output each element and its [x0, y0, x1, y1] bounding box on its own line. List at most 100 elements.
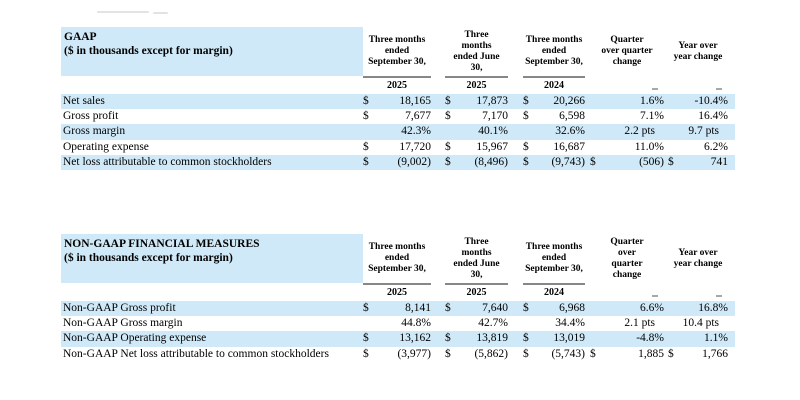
header-underline	[445, 76, 508, 78]
column-header-line: September 30,	[368, 264, 426, 274]
artifact-dash	[652, 88, 658, 90]
dollar-sign: $	[445, 332, 451, 345]
cell-value: 7,640	[482, 302, 508, 315]
cell-value: (506)	[639, 155, 664, 168]
cell-value: (3,977)	[397, 347, 431, 360]
dollar-sign: $	[445, 347, 451, 360]
table-row: Net loss attributable to common stockhol…	[61, 154, 735, 170]
table-row: Non-GAAP Gross profit $8,141 $7,640 $6,968 6…	[61, 301, 735, 317]
cell-value: 2.2 pts	[624, 125, 655, 138]
header-underline	[363, 283, 431, 285]
row-label: Non-GAAP Gross margin	[63, 317, 183, 330]
row-label: Gross profit	[63, 110, 119, 123]
cell-value: 13,162	[399, 332, 431, 345]
column-header-line: ended	[384, 46, 410, 56]
cell-value: -4.8%	[636, 332, 664, 345]
column-header-line: over	[618, 247, 636, 258]
row-label: Non-GAAP Net loss attributable to common…	[63, 347, 329, 360]
year-label: 2025	[466, 287, 487, 298]
years-row: 2025 2025 2024	[61, 79, 735, 94]
column-header-line: Quarter	[610, 236, 644, 247]
artifact-dash	[716, 88, 722, 90]
cell-value: 42.3%	[401, 125, 431, 138]
row-label: Non-GAAP Gross profit	[63, 302, 176, 315]
column-header-line: quarter	[611, 258, 643, 269]
cell-value: 13,019	[553, 332, 585, 345]
row-label: Net loss attributable to common stockhol…	[63, 155, 272, 168]
column-header: Quarter over quarter change	[590, 234, 664, 283]
cell-value: 18,165	[399, 95, 431, 108]
non-gaap-table: NON-GAAP FINANCIAL MEASURES ($ in thousan…	[61, 234, 735, 362]
dollar-sign: $	[523, 302, 529, 315]
column-header-line: 30,	[470, 269, 483, 280]
table-title-band: GAAP ($ in thousands except for margin)	[61, 27, 363, 76]
cell-value: 6.2%	[704, 140, 728, 153]
cell-value: 34.4%	[555, 317, 585, 330]
dollar-sign: $	[445, 110, 451, 123]
column-header-line: ended June	[453, 258, 500, 269]
dollar-sign: $	[445, 302, 451, 315]
cell-value: 44.8%	[401, 317, 431, 330]
column-header-line: months	[461, 40, 492, 51]
cell-value: 6,598	[559, 110, 585, 123]
cell-value: 40.1%	[478, 125, 508, 138]
column-header-line: Year over	[678, 247, 718, 258]
cell-value: 1,885	[638, 347, 664, 360]
cell-value: 1.1%	[704, 332, 728, 345]
row-label: Net sales	[63, 95, 105, 108]
column-header-line: change	[612, 269, 642, 280]
years-row: 2025 2025 2024	[61, 286, 735, 301]
dollar-sign: $	[668, 347, 674, 360]
artifact-dash	[716, 295, 722, 297]
cell-value: -10.4%	[694, 95, 728, 108]
cell-value: 16.4%	[698, 110, 728, 123]
dollar-sign: $	[445, 140, 451, 153]
table-title-band: NON-GAAP FINANCIAL MEASURES ($ in thousan…	[61, 234, 363, 283]
column-header: Three months ended June 30,	[445, 234, 508, 283]
scan-artifact-mark	[97, 11, 149, 13]
header-underline	[445, 283, 508, 285]
column-header-line: over quarter	[601, 46, 653, 56]
table-row: Operating expense $17,720 $15,967 $16,687 11…	[61, 140, 735, 155]
scan-artifact-mark	[153, 12, 168, 14]
column-header: Year over year change	[668, 27, 728, 76]
column-header-line: Three months	[525, 35, 583, 45]
cell-value: (9,743)	[551, 155, 585, 168]
dollar-sign: $	[445, 155, 451, 168]
row-label: Gross margin	[63, 125, 126, 138]
dollar-sign: $	[523, 332, 529, 345]
column-header-line: change	[612, 57, 642, 67]
table-row: Net sales $18,165 $17,873 $20,266 1.6% -10.4%	[61, 94, 735, 110]
cell-value: 42.7%	[478, 317, 508, 330]
table-row: Gross profit $7,677 $7,170 $6,598 7.1% 16.4%	[61, 109, 735, 124]
cell-value: 8,141	[405, 302, 431, 315]
column-header-line: months	[461, 247, 492, 258]
cell-value: 6.6%	[640, 302, 664, 315]
cell-value: 17,720	[399, 140, 431, 153]
header-rule-strip	[61, 76, 735, 79]
cell-value: 16,687	[553, 140, 585, 153]
gaap-table: GAAP ($ in thousands except for margin) Th…	[61, 27, 735, 170]
cell-value: 7.1%	[640, 110, 664, 123]
dollar-sign: $	[363, 347, 369, 360]
cell-value: 741	[710, 155, 728, 168]
cell-value: 16.8%	[698, 302, 728, 315]
cell-value: (8,496)	[474, 155, 508, 168]
column-header-line: Three months	[368, 35, 426, 45]
column-header-line: September 30,	[525, 57, 583, 67]
cell-value: 7,677	[405, 110, 431, 123]
column-header-line: Three months	[368, 242, 426, 252]
dollar-sign: $	[523, 347, 529, 360]
year-label: 2025	[387, 80, 407, 91]
header-underline	[523, 283, 585, 285]
table-title: GAAP	[64, 31, 97, 43]
year-label: 2025	[466, 80, 487, 91]
column-header-line: year change	[673, 51, 723, 62]
column-header: Year over year change	[668, 234, 728, 283]
table-subtitle: ($ in thousands except for margin)	[64, 252, 233, 264]
dollar-sign: $	[363, 140, 369, 153]
artifact-dash	[652, 295, 658, 297]
column-header-line: ended	[541, 46, 567, 56]
dollar-sign: $	[523, 95, 529, 108]
row-label: Non-GAAP Operating expense	[63, 332, 207, 345]
